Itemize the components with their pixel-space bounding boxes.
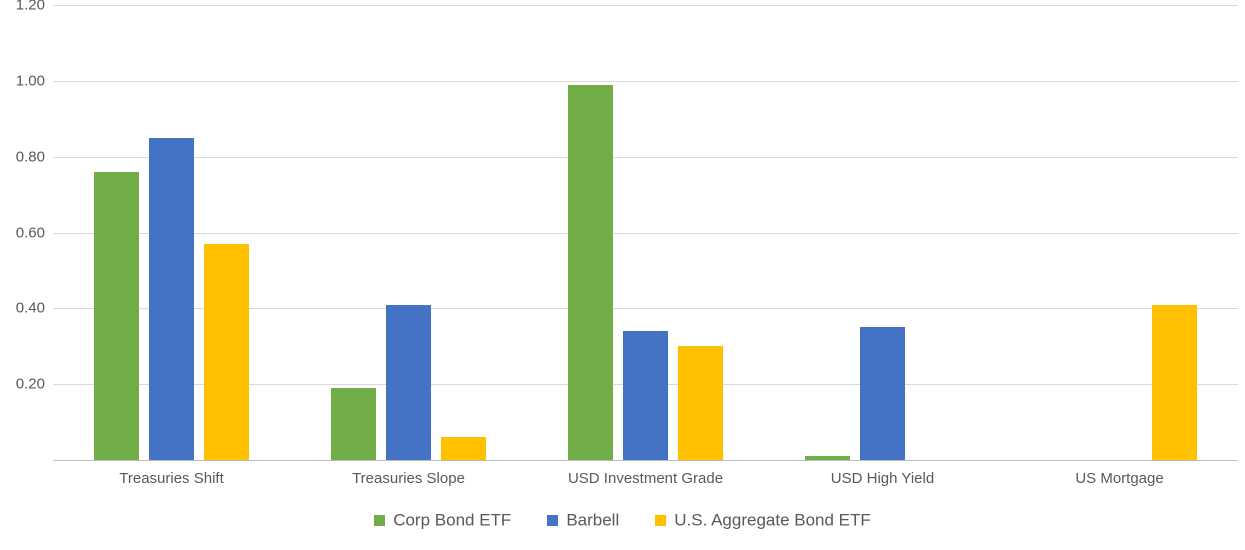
y-tick-label: 1.20 <box>0 0 45 14</box>
bar <box>1152 305 1197 460</box>
bar <box>623 331 668 460</box>
bar <box>441 437 486 460</box>
category-label: USD Investment Grade <box>568 470 723 487</box>
bar <box>805 456 850 460</box>
y-tick-label: 0.20 <box>0 376 45 393</box>
gridline <box>53 233 1238 234</box>
category-label: US Mortgage <box>1075 470 1163 487</box>
y-tick-label: 0.60 <box>0 224 45 241</box>
legend: Corp Bond ETF Barbell U.S. Aggregate Bond … <box>0 510 1245 531</box>
bar <box>386 305 431 460</box>
gridline <box>53 5 1238 6</box>
bar <box>204 244 249 460</box>
y-tick-label: 0.40 <box>0 300 45 317</box>
bar <box>568 85 613 460</box>
x-axis-baseline <box>53 460 1238 461</box>
category-label: Treasuries Slope <box>352 470 465 487</box>
legend-label: U.S. Aggregate Bond ETF <box>674 511 871 530</box>
legend-item: U.S. Aggregate Bond ETF <box>655 510 871 531</box>
legend-swatch <box>374 515 385 526</box>
plot-area <box>53 5 1238 460</box>
legend-label: Barbell <box>566 511 619 530</box>
legend-item: Corp Bond ETF <box>374 510 511 531</box>
y-tick-label: 1.00 <box>0 72 45 89</box>
bar <box>94 172 139 460</box>
gridline <box>53 157 1238 158</box>
bond-factor-chart: Corp Bond ETF Barbell U.S. Aggregate Bond … <box>0 0 1245 550</box>
gridline <box>53 81 1238 82</box>
legend-swatch <box>655 515 666 526</box>
category-label: Treasuries Shift <box>119 470 223 487</box>
bar <box>331 388 376 460</box>
legend-item: Barbell <box>547 510 619 531</box>
legend-label: Corp Bond ETF <box>393 511 511 530</box>
bar <box>678 346 723 460</box>
bar <box>860 327 905 460</box>
y-tick-label: 0.80 <box>0 148 45 165</box>
category-label: USD High Yield <box>831 470 934 487</box>
legend-swatch <box>547 515 558 526</box>
bar <box>149 138 194 460</box>
